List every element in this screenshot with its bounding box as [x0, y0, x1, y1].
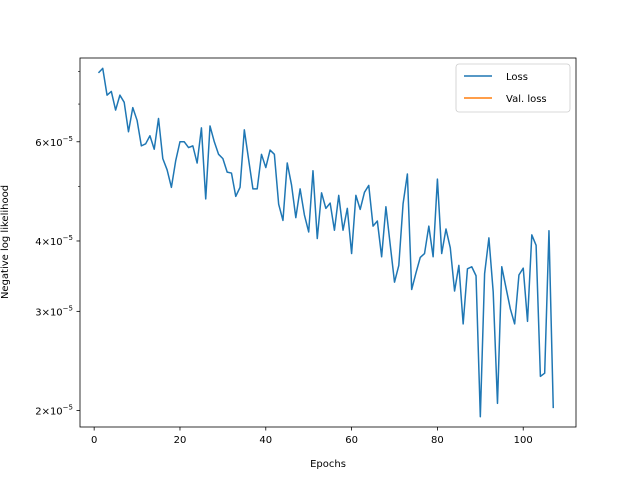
axes-frame	[79, 57, 577, 428]
y-axis-ticks: 2×10−5 3×10−5 4×10−5 6×10−5	[35, 71, 80, 418]
y-tick-label: 3×10−5	[35, 304, 73, 318]
y-tick-label: 4×10−5	[35, 234, 73, 248]
x-tick-label: 20	[174, 435, 187, 446]
series-line-loss	[97, 67, 555, 418]
series-layer	[97, 67, 555, 418]
x-tick-label: 40	[259, 435, 272, 446]
x-axis-label: Epochs	[310, 459, 346, 470]
y-tick-label: 2×10−5	[35, 404, 73, 418]
x-axis-ticks: 0 20 40 60 80 100	[91, 427, 533, 446]
legend: Loss Val. loss	[455, 63, 571, 113]
y-tick-label: 6×10−5	[35, 135, 73, 149]
x-tick-label: 80	[431, 435, 444, 446]
legend-loss-label: Loss	[506, 72, 528, 83]
y-axis-label: Negative log likelihood	[0, 185, 11, 299]
x-tick-label: 100	[514, 435, 533, 446]
axes-background	[80, 58, 576, 427]
legend-val-loss-label: Val. loss	[506, 94, 547, 105]
x-tick-label: 60	[345, 435, 358, 446]
x-tick-label: 0	[91, 435, 97, 446]
plot-area	[79, 57, 577, 428]
